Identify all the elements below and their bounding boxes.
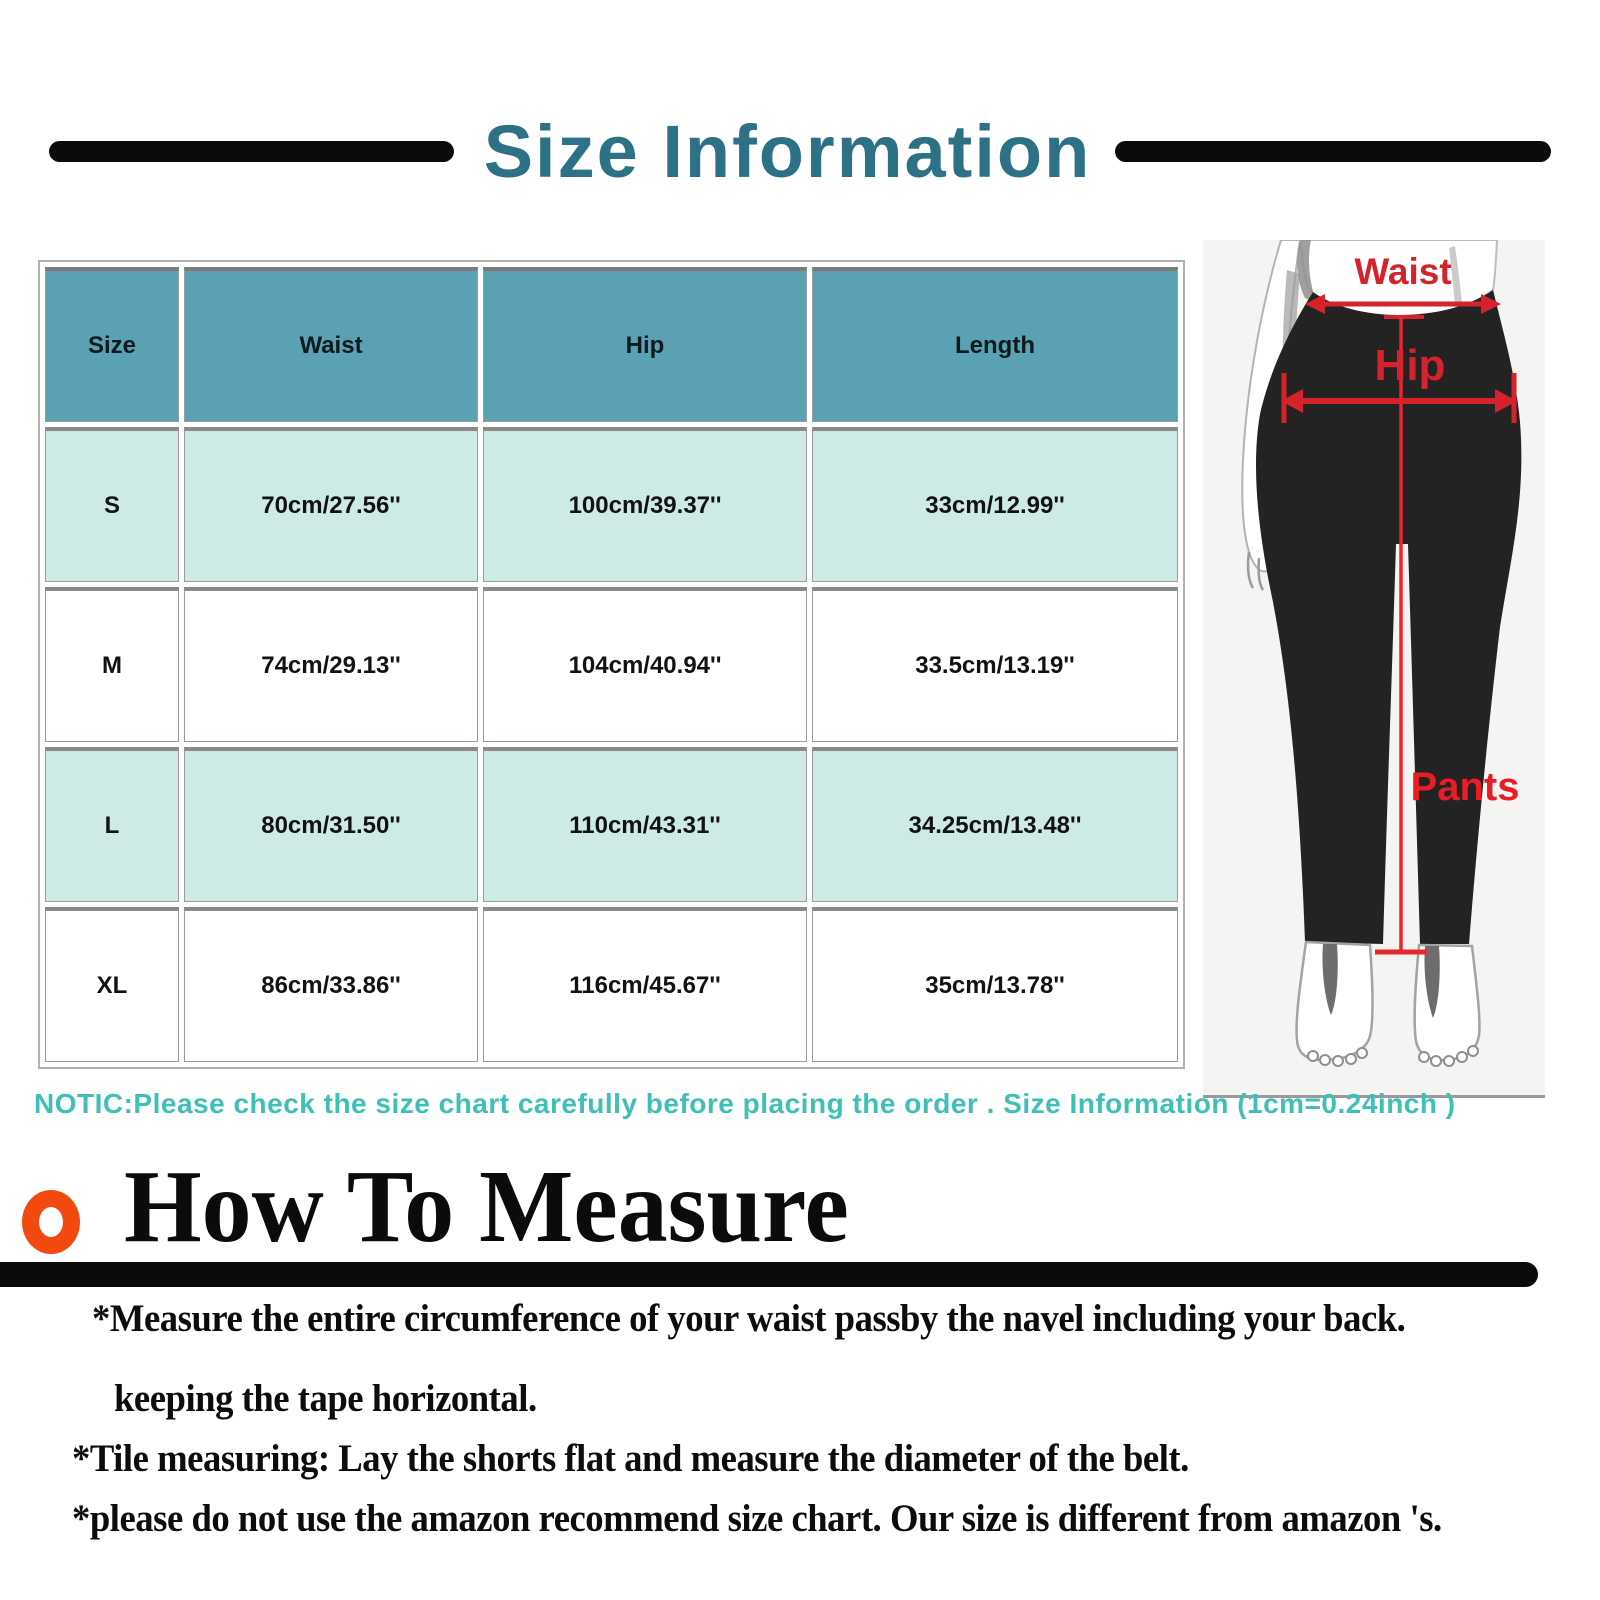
table-header-row: Size Waist Hip Length bbox=[45, 267, 1178, 422]
title-rule-right bbox=[1115, 140, 1552, 162]
measure-instruction: *please do not use the amazon recommend … bbox=[72, 1497, 1442, 1540]
table-cell: L bbox=[45, 747, 179, 902]
table-cell: XL bbox=[45, 907, 179, 1062]
table-row: XL 86cm/33.86'' 116cm/45.67'' 35cm/13.78… bbox=[45, 907, 1178, 1062]
size-table: Size Waist Hip Length S 70cm/27.56'' 100… bbox=[40, 262, 1183, 1067]
table-row: M 74cm/29.13'' 104cm/40.94'' 33.5cm/13.1… bbox=[45, 587, 1178, 742]
table-cell: 33cm/12.99'' bbox=[812, 427, 1178, 582]
column-header-length: Length bbox=[812, 267, 1178, 422]
measure-instruction: *Measure the entire circumference of you… bbox=[92, 1297, 1406, 1340]
size-notice: NOTIC:Please check the size chart carefu… bbox=[34, 1088, 1456, 1119]
table-cell: 116cm/45.67'' bbox=[483, 907, 807, 1062]
column-header-size: Size bbox=[45, 267, 179, 422]
table-cell: 86cm/33.86'' bbox=[184, 907, 478, 1062]
table-row: L 80cm/31.50'' 110cm/43.31'' 34.25cm/13.… bbox=[45, 747, 1178, 902]
leggings-sketch: Waist Hip Pants bbox=[1203, 239, 1545, 1092]
measure-instruction: *Tile measuring: Lay the shorts flat and… bbox=[72, 1437, 1189, 1480]
measure-instruction: keeping the tape horizontal. bbox=[114, 1377, 537, 1420]
figure-pants-label: Pants bbox=[1411, 765, 1520, 809]
table-cell: 34.25cm/13.48'' bbox=[812, 747, 1178, 902]
column-header-waist: Waist bbox=[184, 267, 478, 422]
how-to-measure-heading: How To Measure bbox=[124, 1149, 849, 1264]
page-title: Size Information bbox=[483, 109, 1092, 193]
table-cell: S bbox=[45, 427, 179, 582]
leggings-silhouette bbox=[1256, 290, 1522, 944]
table-cell: 104cm/40.94'' bbox=[483, 587, 807, 742]
bullet-ring-icon bbox=[22, 1190, 80, 1254]
figure-waist-label: Waist bbox=[1354, 251, 1451, 292]
toes bbox=[1307, 1045, 1479, 1067]
table-cell: 100cm/39.37'' bbox=[483, 427, 807, 582]
table-cell: 70cm/27.56'' bbox=[184, 427, 478, 582]
title-section: Size Information bbox=[0, 96, 1600, 206]
table-cell: M bbox=[45, 587, 179, 742]
table-cell: 33.5cm/13.19'' bbox=[812, 587, 1178, 742]
table-cell: 110cm/43.31'' bbox=[483, 747, 807, 902]
measurement-figure: Waist Hip Pants bbox=[1203, 239, 1545, 1098]
table-cell: 35cm/13.78'' bbox=[812, 907, 1178, 1062]
size-table-container: Size Waist Hip Length S 70cm/27.56'' 100… bbox=[38, 260, 1185, 1069]
table-cell: 74cm/29.13'' bbox=[184, 587, 478, 742]
table-row: S 70cm/27.56'' 100cm/39.37'' 33cm/12.99'… bbox=[45, 427, 1178, 582]
figure-hip-label: Hip bbox=[1375, 341, 1446, 390]
heading-underline-bar bbox=[0, 1262, 1538, 1287]
title-rule-left bbox=[48, 140, 454, 162]
column-header-hip: Hip bbox=[483, 267, 807, 422]
table-cell: 80cm/31.50'' bbox=[184, 747, 478, 902]
